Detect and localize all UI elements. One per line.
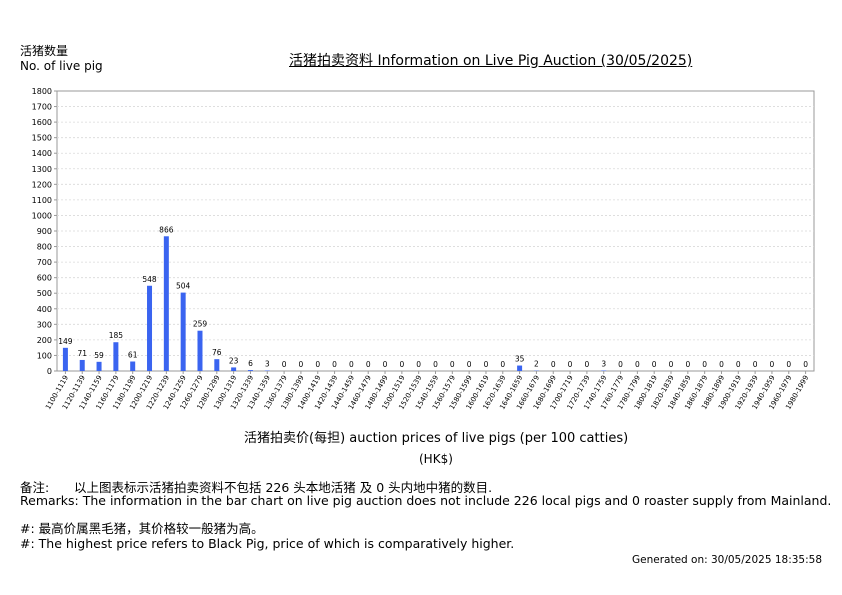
bar-value-label: 0	[399, 360, 404, 369]
y-tick-label: 100	[37, 351, 52, 360]
bar-value-label: 0	[332, 360, 337, 369]
y-tick-label: 1700	[32, 103, 52, 112]
bar-value-label: 259	[193, 320, 208, 329]
bar-value-label: 0	[349, 360, 354, 369]
x-axis-unit: (HK$)	[419, 452, 453, 466]
bar-value-label: 0	[416, 360, 421, 369]
bar-value-label: 2	[534, 360, 539, 369]
bar-value-label: 0	[450, 360, 455, 369]
y-tick-label: 1200	[32, 180, 52, 189]
bar-value-label: 0	[585, 360, 590, 369]
y-tick-label: 1400	[32, 149, 52, 158]
bar-value-label: 0	[719, 360, 724, 369]
remarks-chinese: 备注: 以上图表标示活猪拍卖资料不包括 226 头本地活猪 及 0 头内地中猪的…	[20, 477, 800, 496]
bar-value-label: 0	[786, 360, 791, 369]
bar-value-label: 149	[58, 337, 73, 346]
y-tick-label: 800	[37, 243, 52, 252]
y-tick-label: 200	[37, 336, 52, 345]
generated-timestamp: Generated on: 30/05/2025 18:35:58	[631, 554, 822, 566]
y-tick-label: 400	[37, 305, 52, 314]
remarks-label-chinese: 备注:	[20, 480, 50, 495]
bar-value-label: 0	[669, 360, 674, 369]
bar-value-label: 0	[618, 360, 623, 369]
y-tick-label: 600	[37, 274, 52, 283]
bar-value-label: 59	[94, 351, 104, 360]
remarks-text-english: Remarks: The information in the bar char…	[20, 493, 832, 508]
bar	[79, 359, 85, 371]
bar-value-label: 504	[176, 282, 191, 291]
bar-value-label: 185	[109, 331, 124, 340]
bar	[214, 359, 220, 371]
bar-value-label: 0	[568, 360, 573, 369]
bar-value-label: 0	[282, 360, 287, 369]
bar-value-label: 0	[551, 360, 556, 369]
bar-value-label: 0	[500, 360, 505, 369]
y-tick-label: 0	[47, 367, 52, 376]
bar-value-label: 0	[299, 360, 304, 369]
bar	[180, 292, 186, 371]
bar-value-label: 548	[142, 275, 157, 284]
bar-value-label: 0	[383, 360, 388, 369]
bar	[517, 365, 523, 371]
bar	[247, 370, 253, 371]
y-tick-label: 1000	[32, 211, 52, 220]
remarks-text-chinese: 以上图表标示活猪拍卖资料不包括 226 头本地活猪 及 0 头内地中猪的数目.	[74, 480, 493, 495]
y-tick-label: 300	[37, 320, 52, 329]
bar	[197, 330, 203, 371]
bar-value-label: 0	[433, 360, 438, 369]
bar-value-label: 0	[366, 360, 371, 369]
y-axis-label-english: No. of live pig	[20, 59, 103, 73]
bar-value-label: 23	[229, 356, 239, 365]
bar-value-label: 6	[248, 359, 253, 368]
bar-value-label: 0	[484, 360, 489, 369]
bar	[96, 361, 102, 371]
y-tick-label: 700	[37, 258, 52, 267]
bar-value-label: 0	[736, 360, 741, 369]
y-tick-label: 1500	[32, 134, 52, 143]
bar	[147, 285, 153, 371]
bar-value-label: 76	[212, 348, 222, 357]
bar-value-label: 0	[753, 360, 758, 369]
bar-value-label: 0	[467, 360, 472, 369]
bar-value-label: 0	[803, 360, 808, 369]
y-tick-label: 900	[37, 227, 52, 236]
bar	[62, 347, 68, 371]
y-tick-label: 1800	[32, 87, 52, 96]
y-tick-label: 500	[37, 289, 52, 298]
note-english: #: The highest price refers to Black Pig…	[20, 536, 515, 551]
chart-title: 活猪拍卖资料 Information on Live Pig Auction (…	[289, 53, 693, 69]
bar-value-label: 0	[315, 360, 320, 369]
bar	[163, 236, 169, 371]
note-chinese: #: 最高价属黑毛猪，其价格较一般猪为高。	[20, 521, 264, 536]
bar-value-label: 3	[265, 360, 270, 369]
y-tick-label: 1300	[32, 165, 52, 174]
bar-value-label: 866	[159, 225, 174, 234]
bar-value-label: 0	[635, 360, 640, 369]
bar-value-label: 0	[770, 360, 775, 369]
bar-value-label: 0	[685, 360, 690, 369]
y-tick-label: 1100	[32, 196, 52, 205]
x-axis-label: 活猪拍卖价(每担) auction prices of live pigs (p…	[244, 431, 629, 446]
bar	[231, 367, 237, 371]
y-tick-label: 1600	[32, 118, 52, 127]
bar-value-label: 35	[515, 355, 525, 364]
bar-value-label: 0	[702, 360, 707, 369]
bar	[130, 361, 136, 371]
bar	[113, 342, 119, 371]
bar-value-label: 71	[77, 349, 87, 358]
y-axis-label-chinese: 活猪数量	[20, 44, 69, 58]
bar-value-label: 3	[601, 360, 606, 369]
bar-value-label: 61	[128, 351, 138, 360]
bar-value-label: 0	[652, 360, 657, 369]
